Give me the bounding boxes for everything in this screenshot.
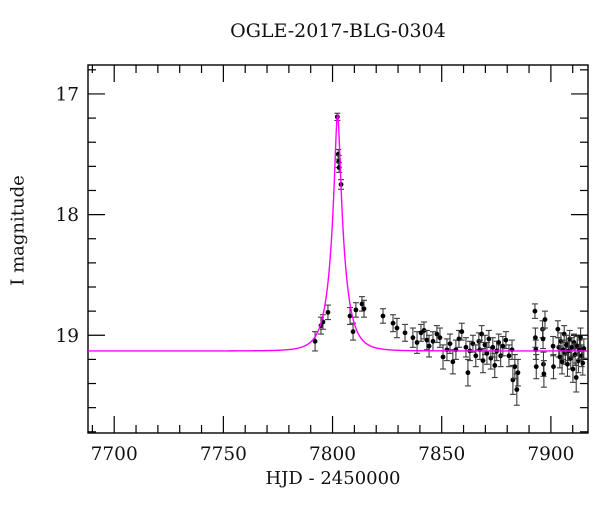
- data-point: [550, 343, 556, 349]
- y-tick-label: 18: [55, 205, 79, 226]
- data-point: [492, 363, 498, 368]
- x-tick-label: 7750: [200, 444, 247, 465]
- data-point: [394, 325, 400, 331]
- data-point: [565, 361, 570, 367]
- data-point: [532, 335, 538, 341]
- data-point: [570, 366, 576, 372]
- data-point: [359, 301, 365, 307]
- y-ticks: 17 18 19: [55, 69, 588, 433]
- model-light-curve: [88, 114, 588, 352]
- data-point: [515, 370, 521, 376]
- data-point: [559, 359, 565, 365]
- plot-title: OGLE-2017-BLG-0304: [230, 20, 446, 42]
- plot-frame: [87, 64, 589, 434]
- y-tick-label: 17: [55, 84, 79, 105]
- data-point: [580, 360, 586, 366]
- data-point: [541, 371, 547, 377]
- data-point: [473, 353, 479, 359]
- x-axis-label: HJD - 2450000: [265, 468, 401, 489]
- data-point: [496, 340, 502, 345]
- data-point: [563, 342, 569, 348]
- data-point: [434, 331, 440, 337]
- x-tick-label: 7700: [91, 444, 138, 465]
- data-point: [426, 343, 432, 349]
- x-tick-label: 7900: [527, 444, 574, 465]
- model-curve: [88, 114, 588, 352]
- x-ticks: 7700 7750 7800 7850 7900: [91, 65, 574, 465]
- y-tick-label: 19: [55, 326, 79, 347]
- data-point: [569, 344, 575, 350]
- data-point: [390, 320, 396, 326]
- data-point: [424, 337, 430, 343]
- data-point: [410, 335, 416, 341]
- data-point: [542, 317, 548, 322]
- data-point: [353, 307, 359, 313]
- data-point: [463, 344, 469, 350]
- data-point: [490, 344, 496, 350]
- data-point: [484, 350, 490, 356]
- data-point: [325, 309, 331, 315]
- data-point: [512, 364, 518, 370]
- data-point: [506, 353, 512, 359]
- data-point: [440, 354, 446, 360]
- data-point: [540, 336, 546, 342]
- data-point: [350, 329, 356, 335]
- data-point: [514, 387, 520, 392]
- data-points: [312, 112, 587, 406]
- data-point: [380, 313, 386, 319]
- data-point: [447, 341, 453, 347]
- data-point: [347, 313, 353, 319]
- data-point: [555, 326, 561, 332]
- x-tick-label: 7800: [309, 444, 356, 465]
- data-point: [437, 335, 443, 341]
- data-point: [503, 337, 509, 343]
- data-point: [581, 346, 587, 351]
- data-point: [459, 329, 465, 335]
- data-point: [557, 354, 563, 360]
- data-point: [573, 375, 579, 380]
- data-point: [450, 359, 456, 365]
- data-point: [480, 358, 486, 364]
- data-point: [551, 364, 556, 370]
- data-point: [482, 342, 488, 348]
- data-point: [312, 338, 318, 344]
- data-point: [500, 343, 506, 349]
- data-point: [532, 308, 538, 314]
- x-tick-label: 7850: [418, 444, 465, 465]
- data-point: [533, 364, 539, 370]
- data-point: [361, 306, 367, 312]
- data-point: [465, 370, 471, 376]
- data-point: [402, 330, 408, 336]
